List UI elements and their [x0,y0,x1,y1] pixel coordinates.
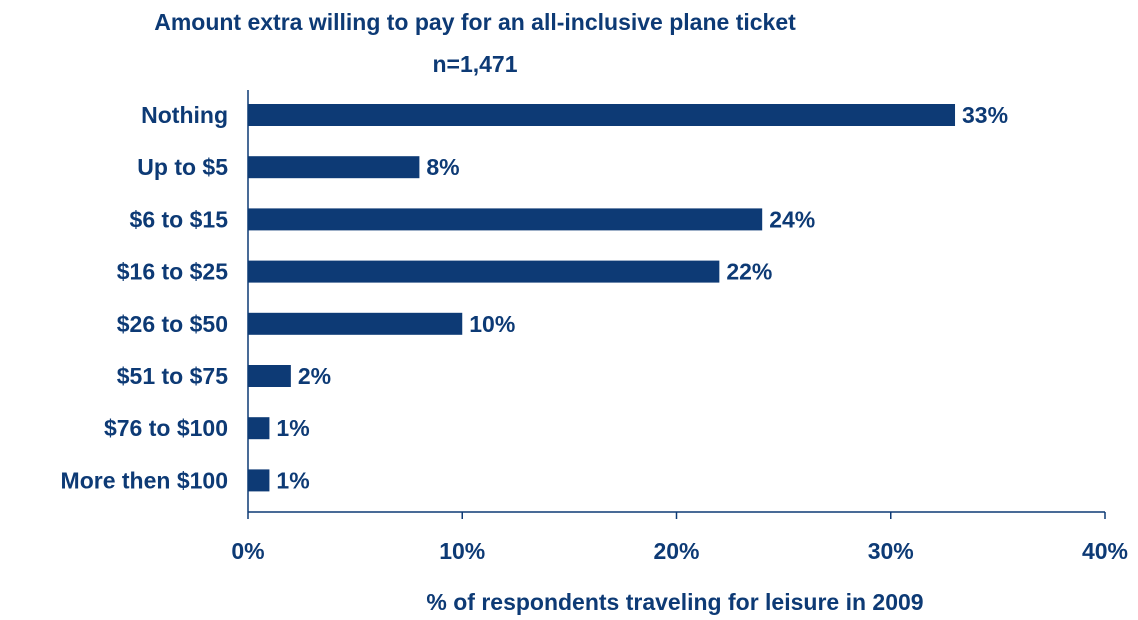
x-tick-label-2: 20% [653,538,699,564]
bar-3 [248,260,720,283]
x-axis-tick-labels: 0% 10% 20% 30% 40% [231,538,1128,564]
data-labels: 33% 8% 24% 22% 10% 2% 1% 1% [276,102,1008,493]
chart-title: Amount extra willing to pay for an all-i… [154,9,796,35]
bar-4 [248,312,463,335]
data-label-4: 10% [469,311,515,337]
category-label-2: $6 to $15 [130,206,229,232]
data-label-6: 1% [276,415,309,441]
category-label-4: $26 to $50 [117,311,228,337]
x-axis-title: % of respondents traveling for leisure i… [426,589,923,615]
x-tick-label-3: 30% [868,538,914,564]
data-label-3: 22% [726,259,772,285]
bar-5 [248,365,291,387]
data-label-1: 8% [426,154,459,180]
category-label-1: Up to $5 [137,154,228,180]
data-label-5: 2% [298,363,331,389]
x-tick-label-4: 40% [1082,538,1128,564]
category-label-6: $76 to $100 [104,415,228,441]
chart-subtitle: n=1,471 [432,51,517,77]
bar-2 [248,208,763,231]
x-axis-ticks [247,512,1106,519]
data-label-0: 33% [962,102,1008,128]
x-tick-label-0: 0% [231,538,264,564]
x-tick-label-1: 10% [439,538,485,564]
data-label-2: 24% [769,206,815,232]
category-labels: Nothing Up to $5 $6 to $15 $16 to $25 $26 to… [61,102,229,493]
data-label-7: 1% [276,467,309,493]
category-label-7: More then $100 [61,467,228,493]
bars-group [248,104,956,492]
category-label-3: $16 to $25 [117,259,228,285]
bar-0 [248,104,956,126]
category-label-5: $51 to $75 [117,363,228,389]
category-label-0: Nothing [141,102,228,128]
bar-7 [248,469,270,492]
bar-1 [248,156,420,179]
bar-6 [248,417,270,440]
